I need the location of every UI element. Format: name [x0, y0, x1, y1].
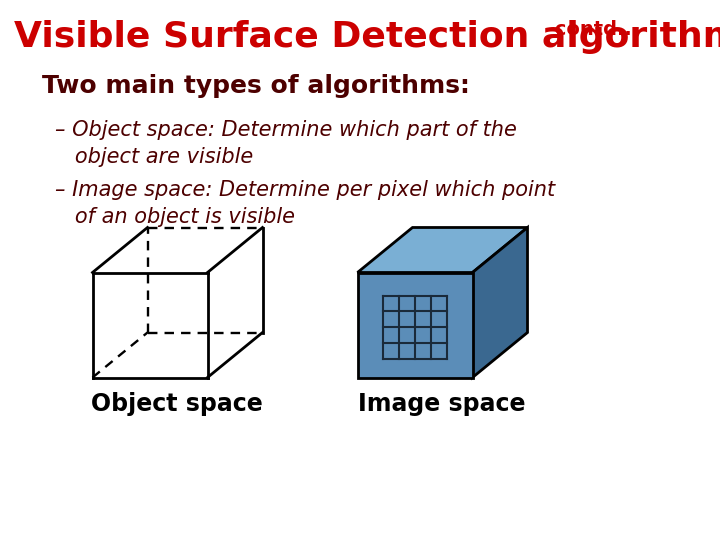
Text: Image space: Image space: [359, 392, 526, 416]
Polygon shape: [358, 273, 472, 377]
Text: contd...: contd...: [548, 20, 639, 39]
Text: Visible Surface Detection algorithm: Visible Surface Detection algorithm: [14, 20, 720, 54]
Polygon shape: [358, 227, 528, 273]
Text: Object space: Object space: [91, 392, 263, 416]
Text: – Object space: Determine which part of the: – Object space: Determine which part of …: [55, 120, 517, 140]
Text: of an object is visible: of an object is visible: [55, 207, 295, 227]
Text: Two main types of algorithms:: Two main types of algorithms:: [42, 74, 470, 98]
Polygon shape: [472, 227, 528, 377]
Text: object are visible: object are visible: [55, 147, 253, 167]
Text: – Image space: Determine per pixel which point: – Image space: Determine per pixel which…: [55, 180, 555, 200]
